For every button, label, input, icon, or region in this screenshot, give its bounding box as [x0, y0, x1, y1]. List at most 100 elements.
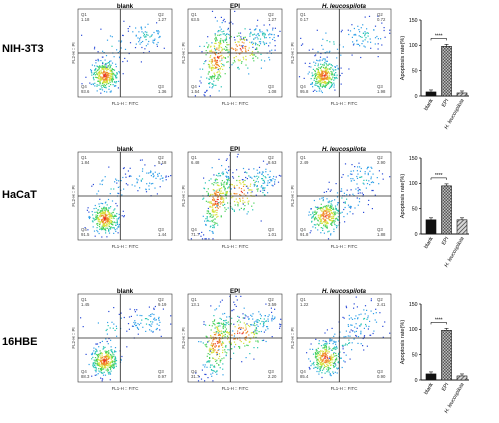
event-dot — [104, 66, 106, 68]
event-dot — [225, 324, 227, 326]
event-dot — [110, 358, 112, 360]
event-dot — [255, 194, 257, 196]
event-dot — [103, 215, 105, 217]
event-dot — [321, 59, 323, 61]
event-dot — [266, 326, 269, 328]
event-dot — [208, 66, 210, 68]
event-dot — [378, 170, 380, 172]
event-dot — [239, 326, 241, 329]
event-dot — [209, 194, 212, 196]
event-dot — [131, 184, 133, 186]
event-dot — [215, 51, 217, 54]
event-dot — [93, 362, 95, 364]
event-dot — [101, 89, 104, 91]
event-dot — [313, 199, 315, 202]
event-dot — [316, 206, 318, 209]
event-dot — [212, 68, 214, 70]
event-dot — [363, 336, 365, 338]
event-dot — [218, 364, 220, 366]
event-dot — [326, 349, 328, 351]
category-label: blank — [423, 382, 435, 396]
event-dot — [110, 73, 113, 75]
event-dot — [103, 361, 105, 363]
event-dot — [320, 77, 322, 79]
event-dot — [262, 188, 264, 190]
event-dot — [96, 358, 98, 360]
event-dot — [334, 371, 336, 373]
event-dot — [105, 67, 107, 69]
event-dot — [224, 57, 226, 59]
event-dot — [265, 329, 267, 331]
event-dot — [223, 186, 225, 188]
event-dot — [327, 222, 329, 224]
x-axis-label: FL1-H :: FITC — [331, 386, 358, 391]
event-dot — [206, 366, 208, 368]
event-dot — [116, 327, 118, 330]
event-dot — [337, 216, 339, 218]
event-dot — [104, 68, 106, 70]
event-dot — [98, 66, 100, 68]
event-dot — [214, 346, 216, 348]
event-dot — [365, 179, 368, 181]
event-dot — [211, 220, 213, 222]
event-dot — [205, 60, 207, 62]
quadrant-label: Q4 — [81, 369, 87, 374]
event-dot — [235, 48, 237, 50]
event-dot — [105, 367, 107, 369]
event-dot — [233, 57, 235, 59]
event-dot — [360, 330, 362, 332]
event-dot — [320, 356, 322, 358]
event-dot — [326, 198, 328, 200]
event-dot — [325, 346, 328, 348]
event-dot — [328, 51, 330, 53]
event-dot — [228, 316, 230, 318]
event-dot — [148, 50, 150, 53]
event-dot — [250, 332, 252, 334]
event-dot — [162, 308, 164, 310]
event-dot — [315, 338, 317, 340]
event-dot — [219, 41, 221, 43]
event-dot — [222, 204, 224, 206]
event-dot — [331, 358, 333, 360]
event-dot — [103, 229, 105, 231]
quadrant-value: 2.49 — [300, 160, 309, 165]
event-dot — [202, 215, 204, 217]
event-dot — [233, 48, 235, 50]
event-dot — [219, 46, 221, 48]
event-dot — [99, 353, 101, 355]
event-dot — [341, 29, 343, 31]
event-dot — [206, 77, 208, 79]
event-dot — [249, 28, 251, 30]
event-dot — [124, 173, 127, 175]
event-dot — [220, 318, 222, 320]
event-dot — [332, 356, 334, 358]
quadrant-label: Q1 — [300, 155, 306, 160]
event-dot — [318, 340, 320, 342]
row-label-nih-3t3: NIH-3T3 — [2, 43, 44, 55]
event-dot — [325, 350, 327, 352]
event-dot — [233, 192, 235, 195]
event-dot — [357, 318, 359, 320]
event-dot — [219, 51, 222, 53]
event-dot — [224, 333, 226, 336]
flow-panel-16hbe-2: H. leucospilotaQ11.22Q22.41Q485.4Q30.90F… — [290, 288, 392, 391]
event-dot — [221, 54, 223, 56]
event-dot — [264, 34, 266, 36]
event-dot — [263, 187, 265, 189]
event-dot — [324, 348, 326, 351]
event-dot — [99, 371, 101, 373]
event-dot — [326, 358, 328, 360]
event-dot — [157, 41, 159, 44]
event-dot — [271, 49, 273, 51]
event-dot — [146, 183, 148, 185]
quadrant-label: Q3 — [158, 84, 164, 89]
event-dot — [328, 348, 330, 350]
event-dot — [230, 206, 232, 208]
event-dot — [210, 193, 212, 195]
event-dot — [332, 207, 335, 209]
event-dot — [322, 227, 324, 229]
event-dot — [110, 90, 112, 92]
event-dot — [335, 358, 337, 360]
event-dot — [329, 41, 331, 43]
event-dot — [221, 180, 223, 182]
